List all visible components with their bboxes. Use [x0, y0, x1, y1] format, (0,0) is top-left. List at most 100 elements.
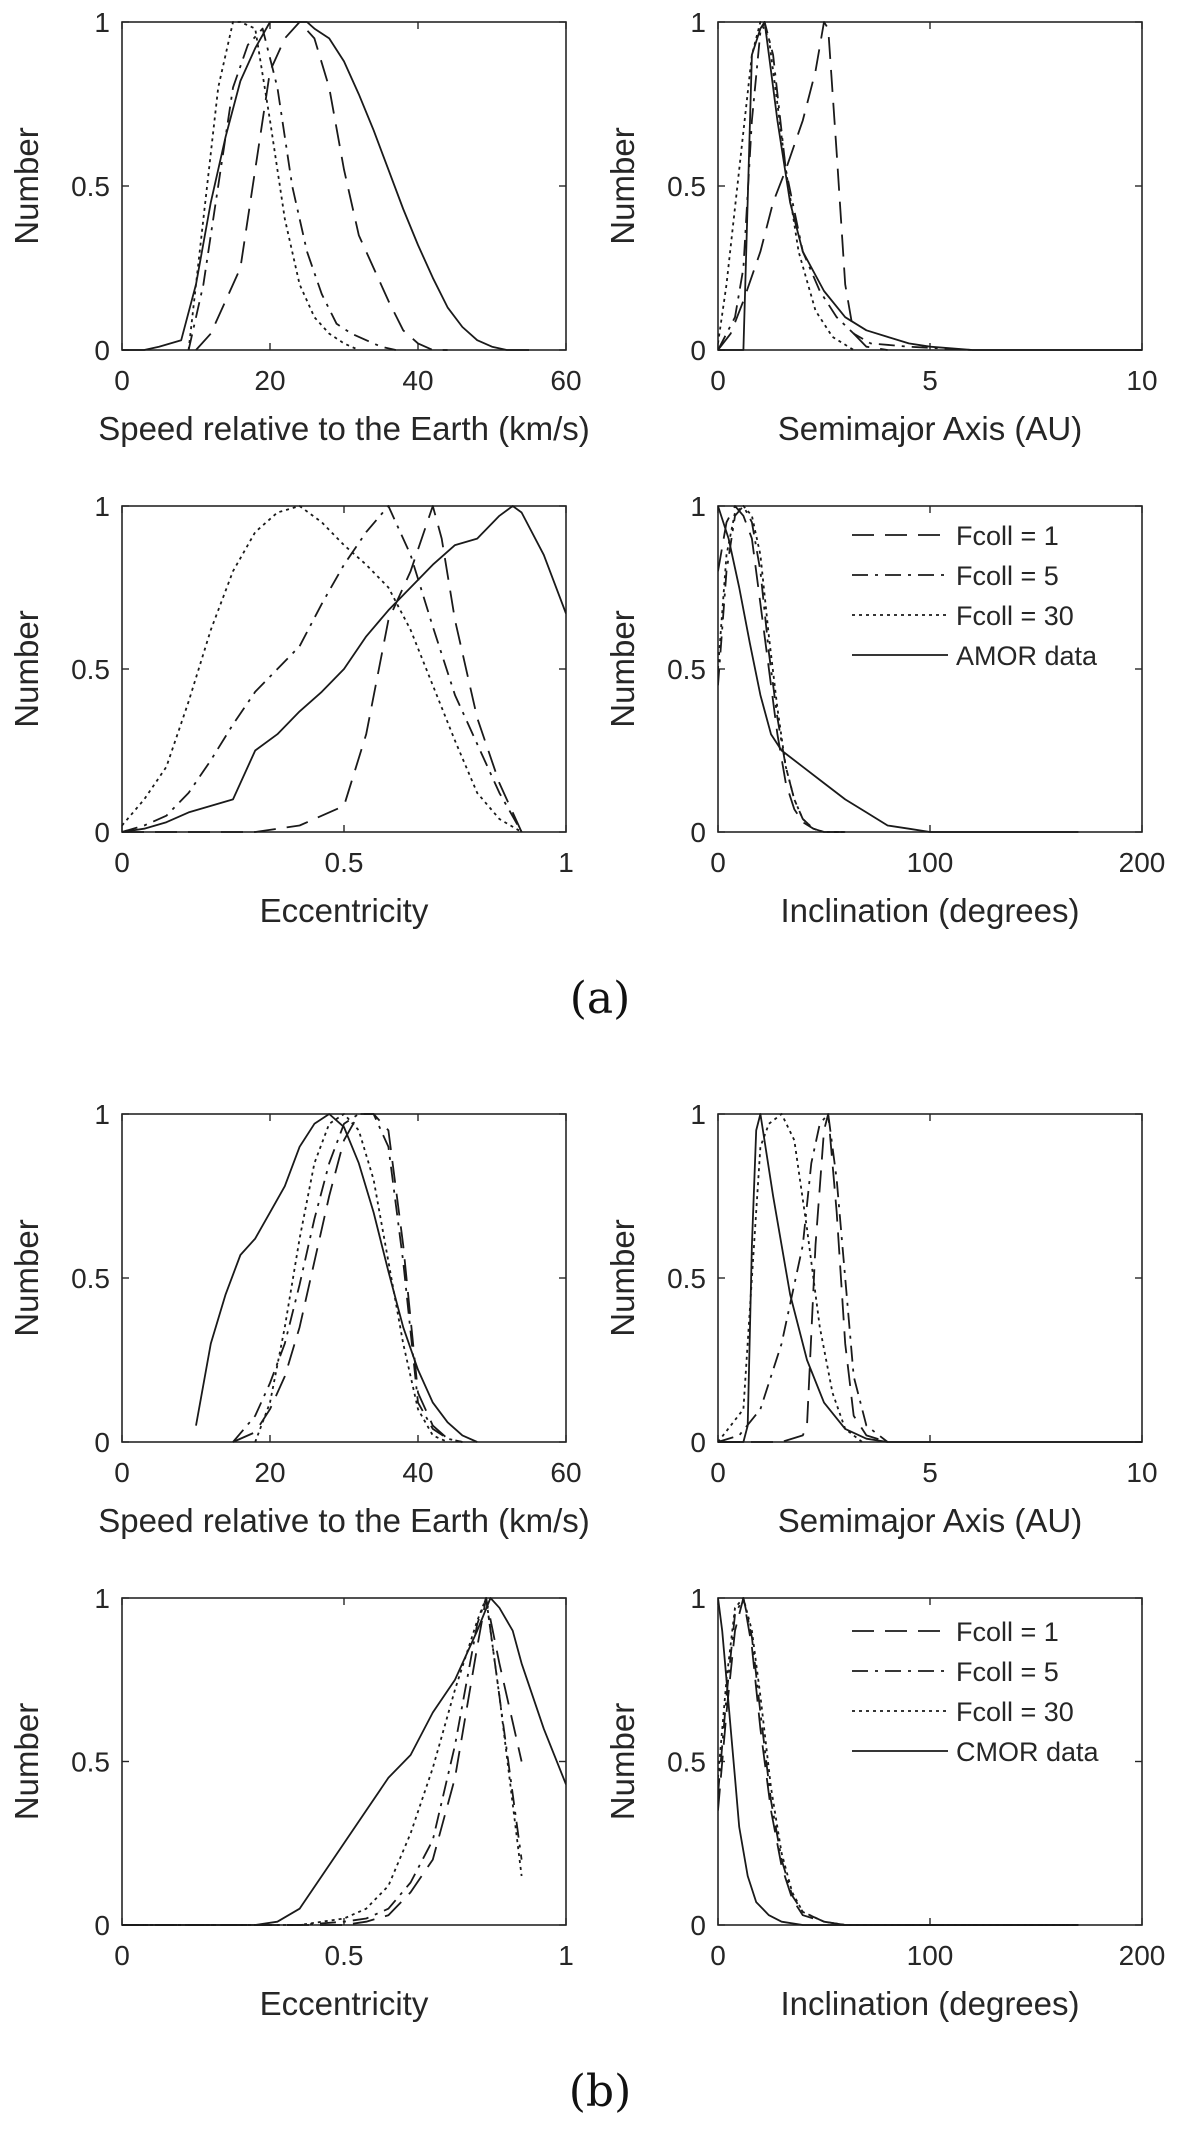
y-tick-label: 0	[94, 335, 110, 366]
y-tick-label: 1	[94, 7, 110, 38]
legend-label-1: Fcoll = 1	[956, 1617, 1059, 1647]
x-tick-label: 20	[254, 365, 285, 396]
series-line-2	[718, 505, 846, 833]
x-tick-label: 0	[114, 1457, 130, 1488]
x-axis-label: Speed relative to the Earth (km/s)	[98, 410, 590, 447]
y-tick-label: 0	[690, 1427, 706, 1458]
x-tick-label: 40	[402, 1457, 433, 1488]
x-tick-label: 0	[114, 1940, 130, 1971]
y-tick-label: 0	[94, 1910, 110, 1941]
series-line-2	[122, 505, 523, 833]
subplot-2: 0 5 10 0 0.5 1 Semimajor Axis (AU) Number	[604, 7, 1158, 447]
y-tick-label: 1	[690, 491, 706, 522]
y-tick-label: 0	[94, 1427, 110, 1458]
y-tick-label: 0.5	[667, 1263, 706, 1294]
x-tick-label: 0	[710, 365, 726, 396]
x-axis-label: Eccentricity	[260, 892, 429, 929]
x-tick-label: 40	[402, 365, 433, 396]
y-axis-label: Number	[8, 127, 45, 244]
series-line-2	[187, 27, 396, 351]
y-axis-label: Number	[604, 1703, 641, 1820]
y-axis-label: Number	[8, 1219, 45, 1336]
subplot-4: 0 100 200 0 0.5 1 Inclination (degrees) Number F…	[604, 491, 1165, 929]
x-axis-label: Eccentricity	[260, 1985, 429, 2022]
x-tick-label: 0.5	[325, 1940, 364, 1971]
legend-label-2: Fcoll = 5	[956, 561, 1059, 591]
subplot-6: 0 5 10 0 0.5 1 Semimajor Axis (AU) Number	[604, 1099, 1158, 1539]
y-tick-label: 0.5	[667, 1747, 706, 1778]
series-line-1	[718, 505, 846, 833]
y-tick-label: 1	[690, 1099, 706, 1130]
y-tick-label: 0.5	[71, 1747, 110, 1778]
y-axis-label: Number	[604, 610, 641, 727]
x-tick-label: 0.5	[325, 847, 364, 878]
series-line-3	[254, 1113, 448, 1443]
x-tick-label: 1	[558, 1940, 574, 1971]
series-line-4	[195, 1113, 478, 1443]
y-tick-label: 0.5	[667, 171, 706, 202]
series-line-4	[718, 505, 1079, 833]
x-tick-label: 0	[710, 847, 726, 878]
caption-a: (a)	[570, 973, 631, 1024]
x-tick-label: 1	[558, 847, 574, 878]
y-tick-label: 0.5	[71, 171, 110, 202]
y-tick-label: 1	[690, 7, 706, 38]
x-axis-label: Speed relative to the Earth (km/s)	[98, 1502, 590, 1539]
series-line-4	[122, 505, 566, 833]
subplot-5: 0 20 40 60 0 0.5 1 Speed relative to the Earth …	[8, 1099, 590, 1539]
y-tick-label: 1	[690, 1583, 706, 1614]
series-line-2	[232, 1113, 463, 1443]
legend: Fcoll = 1 Fcoll = 5 Fcoll = 30 AMOR data	[852, 521, 1098, 671]
x-tick-label: 5	[922, 365, 938, 396]
series-line-1	[718, 1113, 888, 1443]
x-tick-label: 5	[922, 1457, 938, 1488]
legend-label-4: CMOR data	[956, 1737, 1100, 1767]
y-tick-label: 1	[94, 1583, 110, 1614]
x-tick-label: 20	[254, 1457, 285, 1488]
legend-label-3: Fcoll = 30	[956, 601, 1074, 631]
y-tick-label: 0	[690, 817, 706, 848]
x-tick-label: 10	[1126, 365, 1157, 396]
subplots: 0 20 40 60 0 0.5 1 Speed relative to the Earth …	[8, 7, 1165, 2022]
subplot-1: 0 20 40 60 0 0.5 1 Speed relative to the Earth …	[8, 7, 590, 447]
y-tick-label: 0.5	[71, 654, 110, 685]
series-line-3	[122, 1597, 523, 1926]
subplot-3: 0 0.5 1 0 0.5 1 Eccentricity Number	[8, 491, 574, 929]
subplot-8: 0 100 200 0 0.5 1 Inclination (degrees) Number F…	[604, 1583, 1165, 2022]
series-line-2	[718, 1597, 1079, 1926]
y-axis-label: Number	[604, 1219, 641, 1336]
y-axis-label: Number	[8, 610, 45, 727]
series-line-4	[122, 21, 529, 351]
series-line-3	[718, 1597, 1079, 1926]
series-line-4	[718, 1597, 1079, 1926]
y-axis-label: Number	[604, 127, 641, 244]
series-line-1	[195, 21, 448, 351]
series-line-3	[718, 21, 855, 351]
series-line-3	[187, 21, 360, 351]
x-tick-label: 200	[1119, 1940, 1166, 1971]
legend-label-1: Fcoll = 1	[956, 521, 1059, 551]
x-tick-label: 100	[907, 1940, 954, 1971]
x-tick-label: 10	[1126, 1457, 1157, 1488]
series-line-4	[122, 1597, 566, 1926]
captions: (a) (b)	[569, 973, 632, 2117]
y-tick-label: 1	[94, 1099, 110, 1130]
series-line-3	[122, 505, 523, 833]
series-line-4	[718, 1113, 1142, 1443]
x-tick-label: 60	[550, 365, 581, 396]
legend: Fcoll = 1 Fcoll = 5 Fcoll = 30 CMOR data	[852, 1617, 1100, 1767]
legend-label-4: AMOR data	[956, 641, 1098, 671]
series-line-1	[122, 505, 523, 833]
x-axis-label: Inclination (degrees)	[781, 1985, 1080, 2022]
x-axis-label: Inclination (degrees)	[781, 892, 1080, 929]
x-tick-label: 60	[550, 1457, 581, 1488]
series-line-1	[718, 21, 888, 351]
legend-label-3: Fcoll = 30	[956, 1697, 1074, 1727]
y-tick-label: 1	[94, 491, 110, 522]
x-tick-label: 0	[114, 365, 130, 396]
y-axis-label: Number	[8, 1703, 45, 1820]
x-axis-label: Semimajor Axis (AU)	[778, 410, 1082, 447]
legend-label-2: Fcoll = 5	[956, 1657, 1059, 1687]
